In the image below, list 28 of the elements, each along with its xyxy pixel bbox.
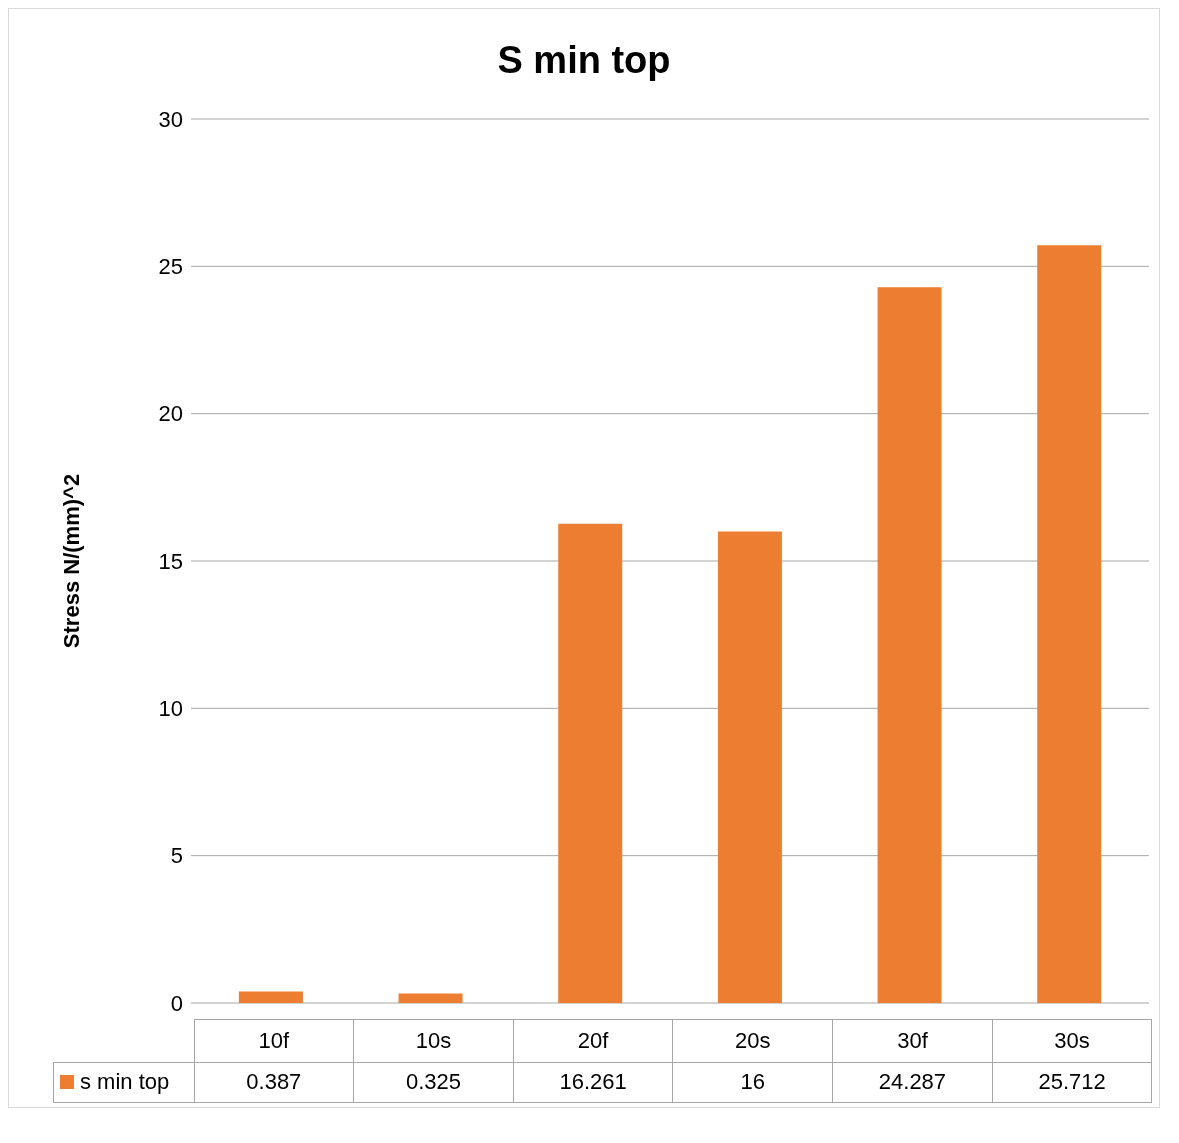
data-label: 25.712 <box>992 1062 1152 1102</box>
data-label: 0.325 <box>353 1062 514 1102</box>
bar <box>1037 245 1102 1003</box>
y-tick-label: 25 <box>158 254 183 280</box>
chart-title: S min top <box>496 39 672 82</box>
bar <box>877 287 942 1003</box>
data-label: 24.287 <box>832 1062 993 1102</box>
bar <box>398 993 463 1003</box>
x-tick-label: 20f <box>513 1019 673 1062</box>
y-tick-label: 10 <box>158 696 183 722</box>
x-tick-label: 10s <box>353 1019 514 1062</box>
y-tick-label: 15 <box>158 548 183 574</box>
data-label: 16.261 <box>513 1062 673 1102</box>
x-tick-label: 10f <box>194 1019 354 1062</box>
y-tick-label: 5 <box>170 843 183 869</box>
data-label: 16 <box>672 1062 833 1102</box>
y-tick-label: 0 <box>170 990 183 1016</box>
bar <box>717 531 782 1003</box>
data-label: 0.387 <box>194 1062 354 1102</box>
bar <box>238 991 303 1003</box>
y-tick-label: 30 <box>158 106 183 132</box>
y-axis-title: Stress N/(mm)^2 <box>58 473 84 649</box>
y-tick-label: 20 <box>158 401 183 427</box>
legend-label: s min top <box>53 1062 194 1102</box>
bar <box>558 523 623 1003</box>
x-tick-label: 30s <box>992 1019 1152 1062</box>
x-tick-label: 30f <box>832 1019 993 1062</box>
x-tick-label: 20s <box>672 1019 833 1062</box>
